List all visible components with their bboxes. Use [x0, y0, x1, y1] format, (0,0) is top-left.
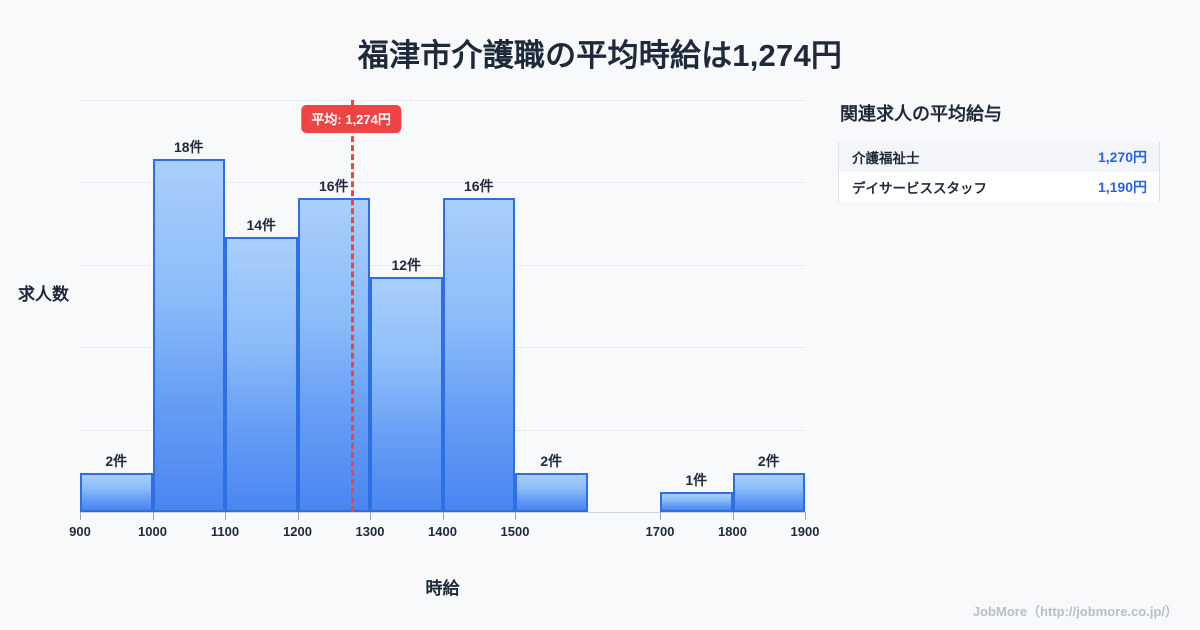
histogram-bar [660, 492, 733, 512]
average-wage-value: 1,270円 [1097, 149, 1147, 165]
x-tick [515, 512, 516, 520]
job-title-label: デイサービススタッフ [852, 181, 987, 196]
job-title-label: 介護福祉士 [852, 151, 920, 166]
x-tick-label: 900 [69, 524, 91, 539]
x-tick-label: 1900 [790, 524, 820, 539]
x-tick [442, 512, 444, 520]
x-tick [225, 512, 226, 520]
page-title: 福津市介護職の平均時給は1,274円 [357, 38, 843, 73]
bar-value-label: 14件 [246, 217, 277, 234]
gridline [80, 182, 805, 184]
x-tick-label: 1200 [283, 524, 312, 539]
histogram-bar [515, 472, 588, 512]
footer-credit: JobMore（http://jobmore.co.jp/） [972, 604, 1178, 619]
bar-value-label: 18件 [173, 138, 204, 155]
related-salary-table: 介護福祉士 1,270円デイサービススタッフ 1,190円 [838, 142, 1160, 202]
table-row[interactable]: デイサービススタッフ 1,190円 [839, 172, 1159, 202]
bar-value-label: 12件 [391, 256, 422, 273]
bar-value-label: 16件 [463, 178, 494, 195]
histogram-bar [732, 472, 805, 512]
x-tick-label: 1000 [138, 524, 167, 539]
x-tick-label: 1400 [428, 524, 457, 539]
x-tick [732, 512, 734, 520]
x-tick-label: 1300 [355, 524, 385, 539]
bar-value-label: 16件 [318, 178, 349, 195]
y-axis-title: 求人数 [18, 285, 69, 304]
average-badge: 平均: 1,274円 [301, 105, 401, 133]
x-tick [152, 512, 154, 520]
x-tick-label: 1700 [645, 524, 675, 539]
average-wage-value: 1,190円 [1097, 179, 1147, 195]
table-row[interactable]: 介護福祉士 1,270円 [839, 142, 1159, 172]
histogram-bar [225, 237, 298, 512]
histogram-bar [80, 472, 153, 512]
gridline [80, 100, 805, 101]
related-salary-panel: 関連求人の平均給与 介護福祉士 1,270円デイサービススタッフ 1,190円 [838, 100, 1160, 202]
x-tick-label: 1800 [718, 524, 747, 539]
histogram-chart: 900 1000 1100 1200 1300 1400 1500 1700 1800 1900 … [18, 100, 820, 598]
x-tick [297, 512, 299, 520]
histogram-bar [152, 158, 225, 512]
histogram-bar [297, 198, 370, 512]
x-axis-title: 時給 [425, 579, 460, 598]
bar-value-label: 2件 [105, 452, 128, 469]
bar-value-label: 1件 [685, 472, 708, 489]
histogram-bar [442, 198, 515, 512]
average-line [351, 100, 355, 512]
bar-value-label: 2件 [757, 452, 780, 469]
x-tick [805, 512, 806, 520]
histogram-bar [370, 276, 443, 512]
x-tick-label: 1500 [500, 524, 530, 539]
x-tick [660, 512, 661, 520]
bar-value-label: 2件 [540, 452, 563, 469]
related-salary-title: 関連求人の平均給与 [840, 104, 1002, 124]
x-tick-label: 1100 [210, 524, 240, 539]
x-tick [80, 512, 81, 520]
x-tick [370, 512, 371, 520]
